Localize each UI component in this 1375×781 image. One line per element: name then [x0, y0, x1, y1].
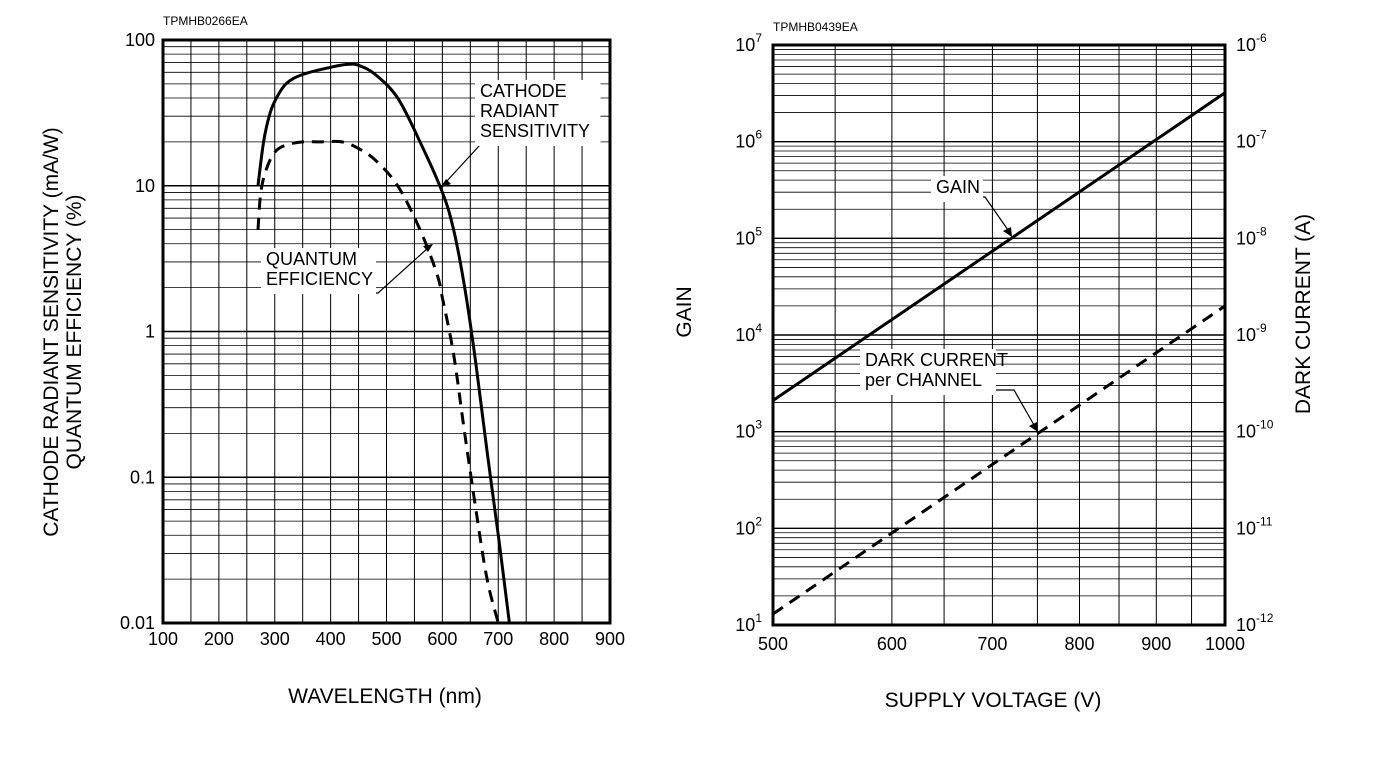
series-label-line: QUANTUM — [266, 249, 357, 269]
x-tick-label: 500 — [758, 634, 788, 654]
series-line — [256, 139, 500, 624]
x-tick-label: 600 — [427, 629, 457, 649]
x-tick-label: 900 — [1141, 634, 1171, 654]
label-background — [860, 349, 996, 395]
y-tick-label: 106 — [735, 128, 762, 152]
y2-tick-label: 10-10 — [1236, 418, 1274, 442]
y2-tick-label: 10-12 — [1236, 611, 1274, 635]
y2-tick-label: 10-11 — [1236, 514, 1273, 538]
x-tick-label: 300 — [260, 629, 290, 649]
leader-line — [445, 144, 594, 183]
series-group — [256, 62, 511, 624]
x-tick-label: 900 — [595, 629, 625, 649]
label-background — [261, 248, 376, 294]
label-background — [475, 80, 601, 146]
x-tick-label: 200 — [204, 629, 234, 649]
series-label-line: DARK CURRENT — [865, 350, 1008, 370]
y-tick-label: 10 — [135, 176, 155, 196]
series-label-line: SENSITIVITY — [480, 121, 590, 141]
y-axis-label: GAIN — [673, 286, 696, 337]
series-line — [772, 304, 1226, 616]
y2-tick-label: 10-7 — [1236, 128, 1267, 152]
plot-frame — [771, 43, 1227, 627]
y-tick-labels: 101 102 103 104 105 106 107 — [735, 31, 762, 635]
label-background — [931, 176, 983, 202]
grid — [162, 40, 611, 624]
x-tick-label: 700 — [977, 634, 1007, 654]
y-tick-label: 100 — [125, 30, 155, 50]
chart-code: TPMHB0266EA — [163, 14, 248, 28]
series-label-line: CATHODE — [480, 81, 567, 101]
y2-tick-label: 10-8 — [1236, 224, 1267, 248]
y-tick-label: 102 — [735, 514, 762, 538]
series-line — [256, 62, 511, 624]
leader-line — [863, 389, 1035, 426]
y-tick-label: 0.1 — [130, 467, 155, 487]
x-tick-label: 600 — [877, 634, 907, 654]
y-tick-labels: 100 10 1 0.1 0.01 — [120, 30, 155, 633]
grid — [772, 45, 1226, 626]
y2-tick-labels: 10-12 10-11 10-10 10-9 10-8 10-7 10-6 — [1236, 31, 1274, 635]
x-tick-label: 400 — [316, 629, 346, 649]
y-tick-label: 1 — [145, 322, 155, 342]
x-axis-label: SUPPLY VOLTAGE (V) — [885, 689, 1102, 712]
y-tick-label: 0.01 — [120, 613, 155, 633]
y2-tick-label: 10-9 — [1236, 321, 1267, 345]
series-label-line: RADIANT — [480, 101, 559, 121]
x-axis-label: WAVELENGTH (nm) — [288, 685, 482, 708]
x-tick-label: 800 — [1064, 634, 1094, 654]
x-tick-label: 500 — [371, 629, 401, 649]
series-label: GAIN — [931, 176, 983, 202]
y-axis-label-1: CATHODE RADIANT SENSITIVITY (mA/W) — [40, 127, 63, 537]
x-tick-label: 100 — [148, 629, 178, 649]
chart-code: TPMHB0439EA — [773, 20, 858, 34]
x-tick-label: 1000 — [1205, 634, 1245, 654]
x-tick-labels: 500 600 700 800 900 1000 — [758, 634, 1245, 654]
leader-arrowhead — [440, 179, 451, 188]
leader-arrowhead — [1029, 422, 1038, 432]
series-label-line: GAIN — [936, 177, 980, 197]
y-tick-label: 103 — [735, 418, 762, 442]
leader-arrowhead — [423, 244, 433, 252]
x-tick-label: 700 — [483, 629, 513, 649]
series-line — [772, 91, 1226, 402]
series-label-line: EFFICIENCY — [266, 269, 373, 289]
y-tick-label: 101 — [735, 611, 762, 635]
y-axis-label-2: QUANTUM EFFICIENCY (%) — [63, 195, 86, 470]
y2-axis-label: DARK CURRENT (A) — [1292, 214, 1315, 414]
x-tick-labels: 100 200 300 400 500 600 700 800 900 — [148, 629, 625, 649]
series-label-line: per CHANNEL — [865, 370, 982, 390]
series-group — [772, 91, 1226, 616]
y-tick-label: 104 — [735, 321, 762, 345]
y-tick-label: 105 — [735, 224, 762, 248]
x-tick-label: 800 — [539, 629, 569, 649]
leader-arrowhead — [1003, 227, 1012, 237]
y2-tick-label: 10-6 — [1236, 31, 1267, 55]
y-tick-label: 107 — [735, 31, 762, 55]
plot-frame — [161, 38, 612, 625]
